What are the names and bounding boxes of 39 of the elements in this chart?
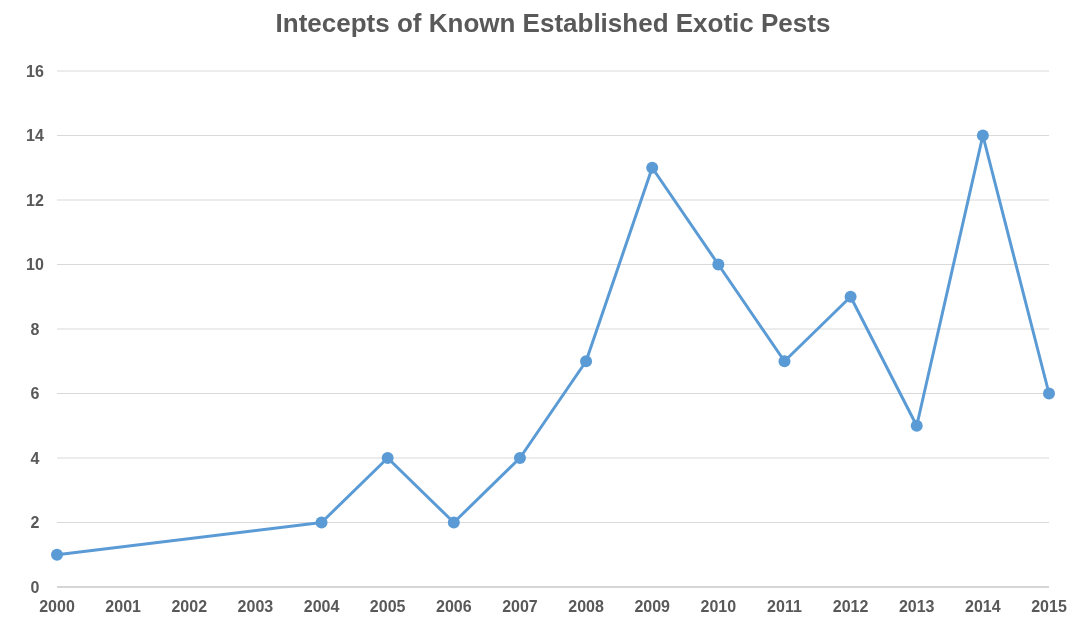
point bbox=[381, 452, 394, 464]
x-tick-label: 2013 bbox=[898, 598, 935, 615]
point bbox=[513, 452, 526, 464]
y-tick-label: 6 bbox=[30, 385, 40, 403]
x-tick-label: 2005 bbox=[369, 598, 406, 615]
point bbox=[778, 355, 791, 368]
point bbox=[844, 290, 857, 303]
x-tick-label: 2012 bbox=[832, 598, 869, 615]
point bbox=[976, 129, 989, 142]
x-tick-label: 2011 bbox=[767, 598, 802, 615]
x-tick-label: 2004 bbox=[303, 598, 340, 615]
x-tick-label: 2008 bbox=[568, 598, 604, 615]
x-tick-label: 2009 bbox=[634, 598, 671, 615]
x-tick-label: 2006 bbox=[436, 598, 472, 615]
point bbox=[712, 258, 725, 271]
x-tick-label: 2007 bbox=[502, 598, 538, 615]
point bbox=[1043, 387, 1055, 400]
y-tick-label: 2 bbox=[30, 514, 40, 532]
y-tick-label: 16 bbox=[26, 62, 44, 80]
x-tick-label: 2001 bbox=[105, 598, 142, 615]
point bbox=[646, 161, 659, 174]
point bbox=[910, 419, 923, 432]
chart-title: Intecepts of Known Established Exotic Pests bbox=[275, 8, 831, 38]
x-tick-label: 2014 bbox=[965, 598, 1001, 615]
x-tick-label: 2000 bbox=[39, 598, 75, 615]
point bbox=[315, 516, 328, 529]
x-tick-label: 2015 bbox=[1031, 598, 1067, 615]
y-tick-label: 10 bbox=[26, 256, 44, 274]
x-tick-label: 2010 bbox=[700, 598, 737, 615]
y-tick-label: 4 bbox=[30, 449, 40, 467]
point bbox=[580, 355, 593, 368]
y-tick-label: 8 bbox=[30, 320, 40, 338]
y-tick-label: 12 bbox=[26, 191, 44, 209]
y-tick-label: 14 bbox=[26, 127, 44, 145]
x-tick-label: 2002 bbox=[171, 598, 208, 615]
x-tick-label: 2003 bbox=[237, 598, 274, 615]
point bbox=[51, 548, 63, 561]
y-tick-label: 0 bbox=[30, 578, 40, 596]
point bbox=[447, 516, 460, 529]
